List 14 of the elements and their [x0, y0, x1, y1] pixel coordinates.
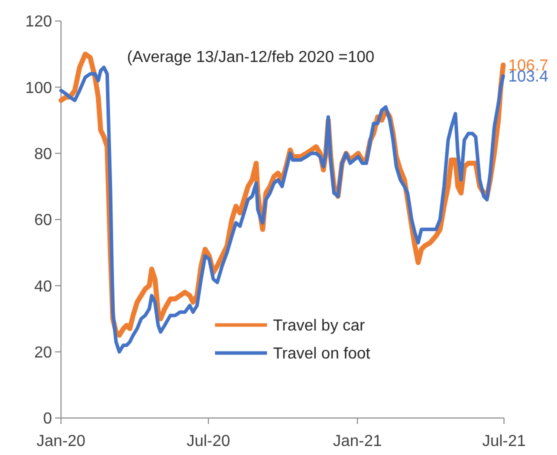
- y-tick-label: 80: [34, 146, 52, 163]
- x-tick-label: Jan-21: [332, 433, 382, 450]
- legend-label: Travel by car: [273, 318, 366, 335]
- y-tick-label: 120: [25, 14, 52, 31]
- y-tick-label: 40: [34, 278, 52, 296]
- x-tick-label: Jan-20: [36, 433, 86, 450]
- legend-label: Travel on foot: [273, 346, 371, 363]
- y-tick-label: 20: [34, 344, 52, 362]
- y-tick-label: 0: [43, 410, 52, 428]
- x-tick-label: Jul-20: [186, 433, 230, 450]
- annotation: (Average 13/Jan-12/feb 2020 =100: [127, 49, 375, 66]
- y-tick-label: 60: [34, 212, 52, 230]
- y-tick-label: 100: [25, 80, 52, 97]
- x-tick-label: Jul-21: [482, 433, 526, 450]
